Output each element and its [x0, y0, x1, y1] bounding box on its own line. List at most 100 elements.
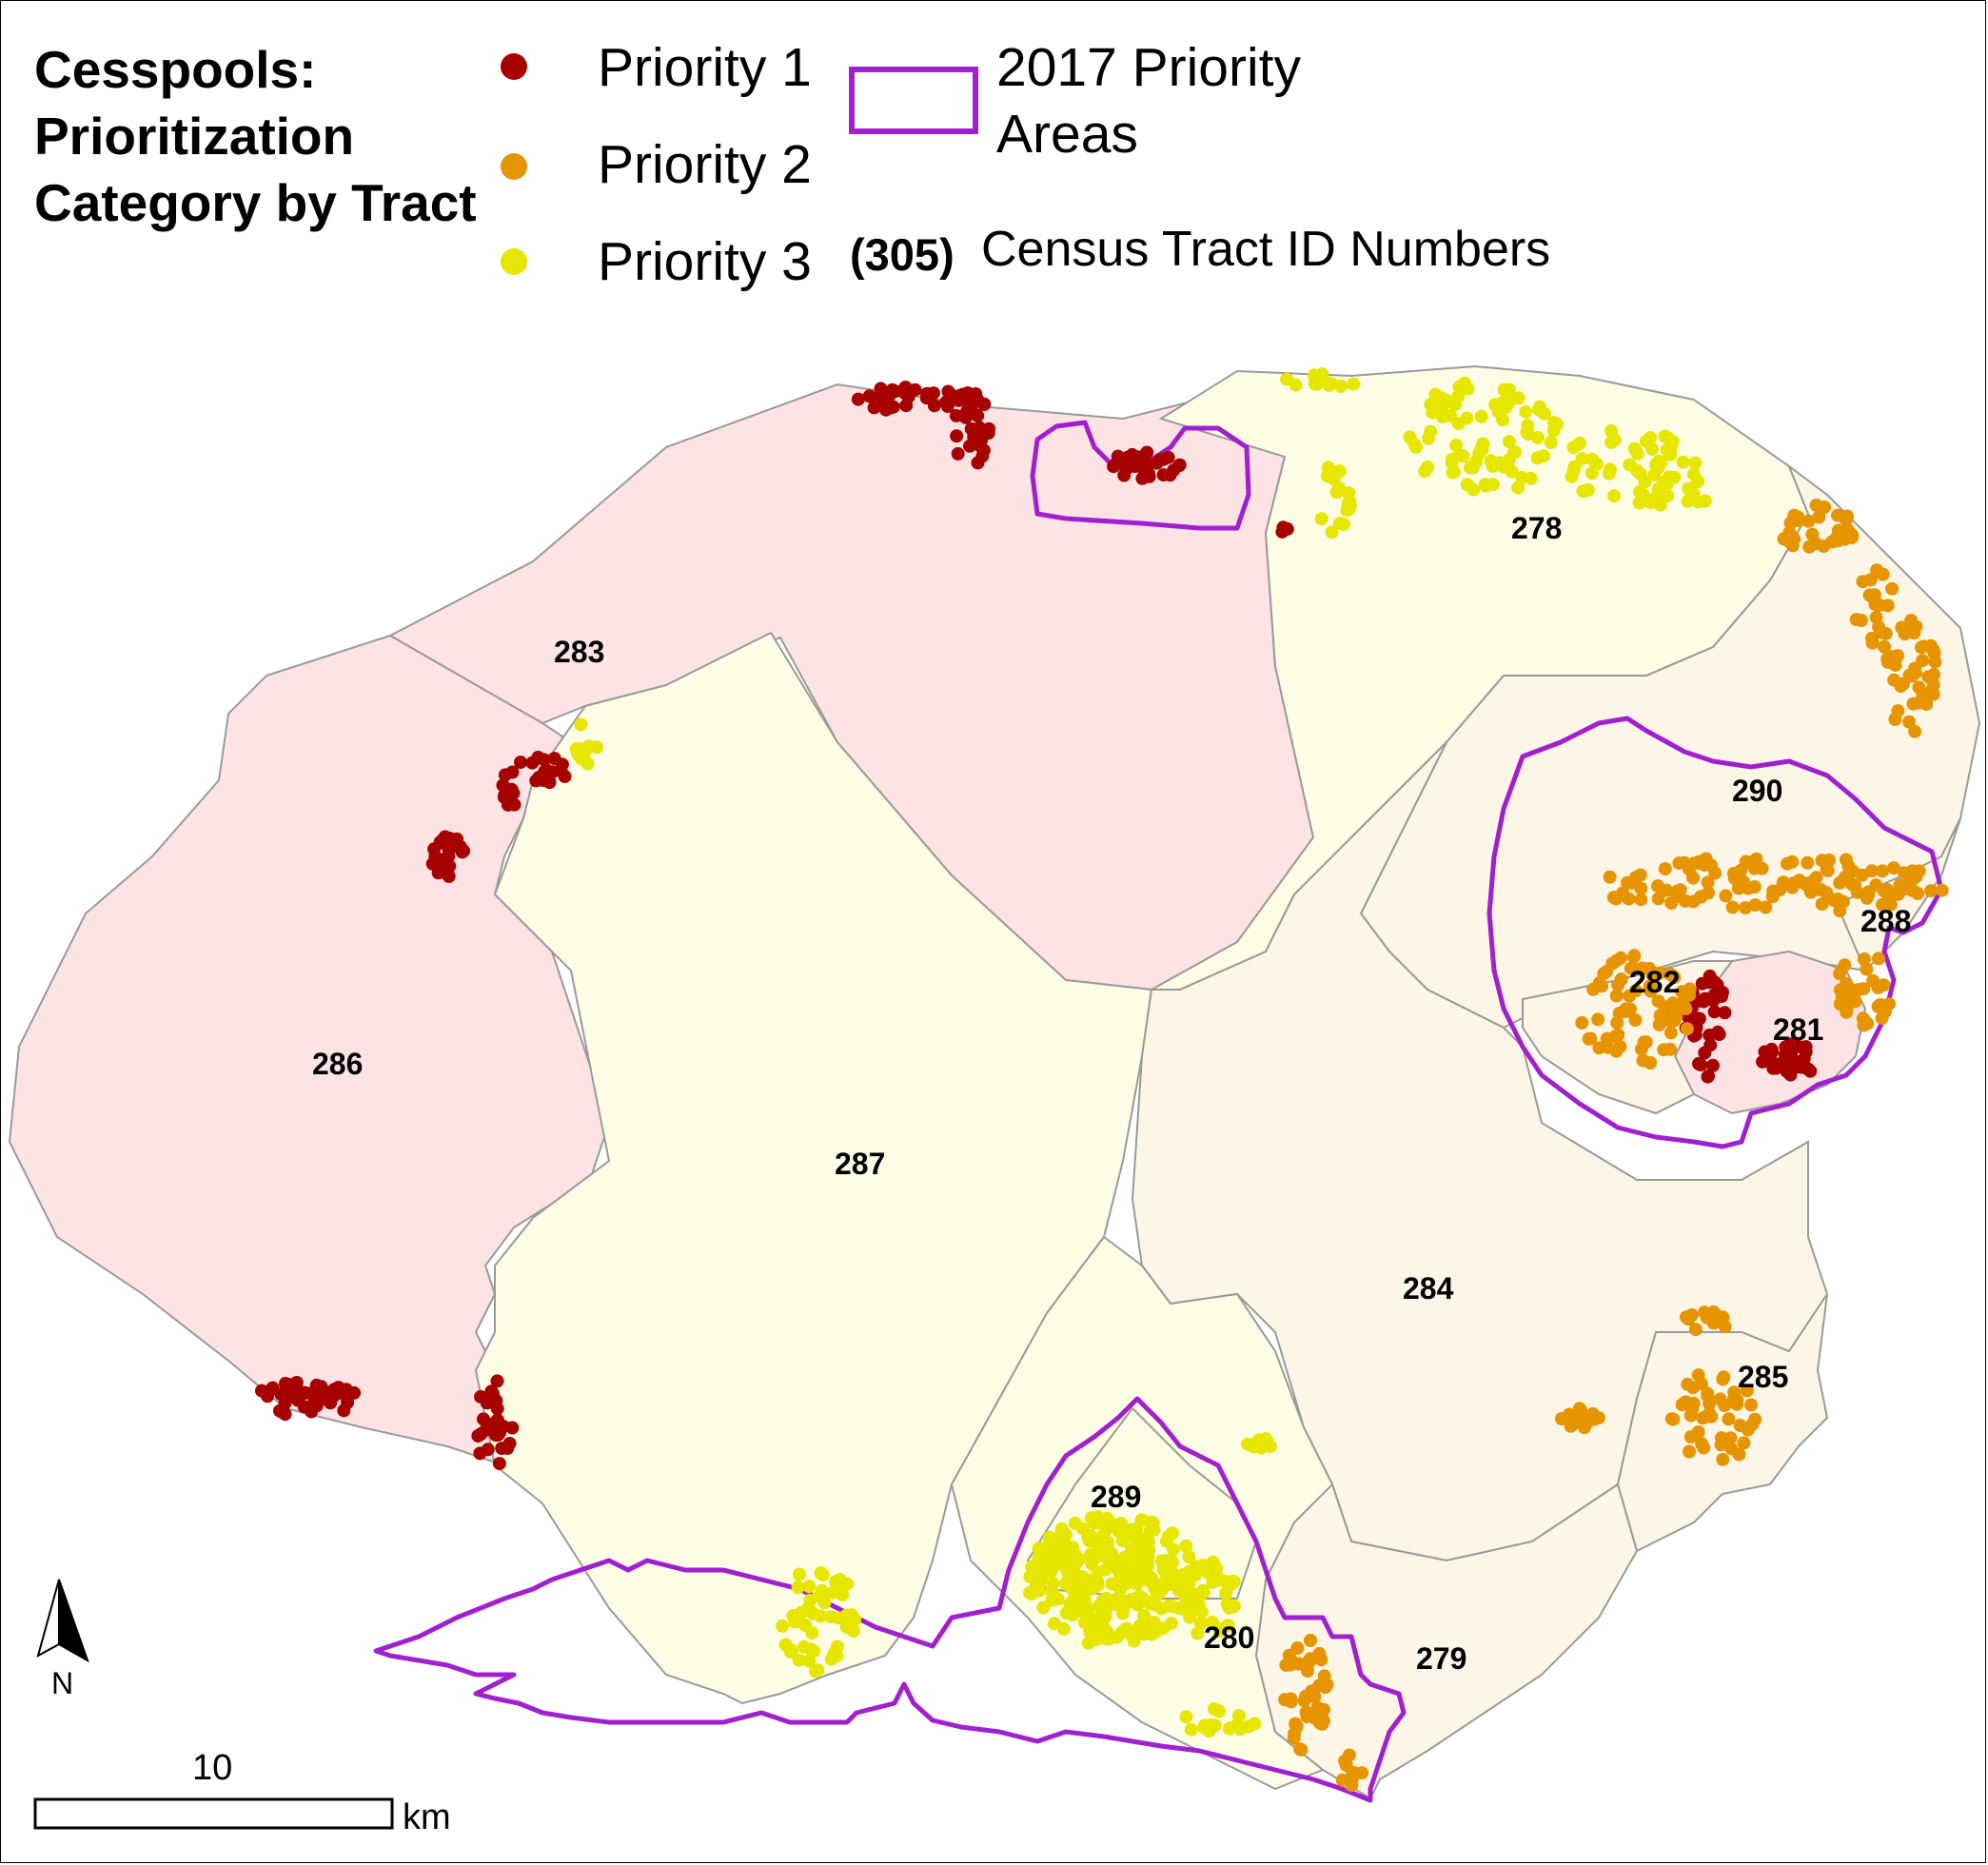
cesspool-point-priority2 [1575, 1015, 1589, 1030]
cesspool-point-priority3 [581, 756, 595, 771]
cesspool-point-priority2 [1845, 983, 1860, 997]
cesspool-point-priority2 [1634, 893, 1648, 907]
cesspool-point-priority2 [1878, 639, 1892, 654]
cesspool-point-priority1 [1707, 975, 1722, 989]
cesspool-point-priority2 [1676, 995, 1690, 1009]
cesspool-point-priority3 [574, 717, 588, 732]
cesspool-point-priority3 [1466, 482, 1481, 497]
cesspool-point-priority2 [1755, 861, 1769, 875]
cesspool-point-priority3 [590, 740, 604, 755]
cesspool-point-priority3 [805, 1626, 819, 1640]
tract-287-area[interactable] [474, 631, 1153, 1705]
north-arrow-icon [36, 1579, 89, 1663]
cesspool-point-priority2 [1891, 887, 1905, 901]
cesspool-point-priority1 [505, 765, 520, 779]
cesspool-point-priority3 [1164, 1565, 1178, 1580]
cesspool-point-priority3 [1544, 436, 1558, 449]
cesspool-point-priority2 [1586, 982, 1601, 996]
cesspool-point-priority3 [1179, 1539, 1193, 1553]
cesspool-point-priority3 [791, 1580, 805, 1595]
cesspool-point-priority2 [1885, 581, 1899, 596]
cesspool-point-priority3 [1100, 1624, 1114, 1639]
cesspool-point-priority3 [802, 1654, 816, 1668]
cesspool-point-priority2 [1294, 1742, 1309, 1757]
cesspool-point-priority1 [977, 397, 992, 411]
cesspool-point-priority1 [1706, 1058, 1720, 1072]
cesspool-point-priority1 [1780, 1050, 1794, 1065]
cesspool-point-priority1 [514, 756, 527, 770]
cesspool-point-priority2 [1288, 1727, 1302, 1741]
cesspool-point-priority3 [1036, 1600, 1051, 1615]
cesspool-point-priority1 [437, 832, 450, 846]
cesspool-point-priority1 [1716, 985, 1729, 999]
tract-label: 287 [835, 1147, 885, 1181]
cesspool-point-priority3 [1109, 1520, 1123, 1534]
cesspool-point-priority3 [1644, 496, 1658, 510]
cesspool-point-priority1 [1142, 466, 1156, 481]
cesspool-point-priority2 [1714, 1438, 1728, 1452]
priority-area-south[interactable] [373, 1396, 1407, 1803]
cesspool-point-priority3 [1698, 494, 1712, 508]
cesspool-point-priority3 [1100, 1511, 1114, 1525]
cesspool-point-priority2 [1818, 501, 1832, 514]
cesspool-point-priority3 [1536, 449, 1550, 463]
cesspool-point-priority1 [1120, 450, 1134, 464]
tract-label: 289 [1091, 1480, 1141, 1514]
cesspool-point-priority1 [431, 866, 445, 880]
cesspool-point-priority3 [1167, 1542, 1180, 1557]
cesspool-point-priority1 [554, 763, 568, 777]
cesspool-point-priority3 [1136, 1591, 1150, 1605]
cesspool-point-priority2 [1887, 861, 1900, 875]
cesspool-point-priority3 [1051, 1592, 1065, 1606]
cesspool-point-priority1 [1780, 1040, 1794, 1054]
priority-area-north[interactable] [1030, 420, 1251, 531]
cesspool-point-priority3 [1191, 1626, 1205, 1640]
cesspool-point-priority2 [1797, 876, 1811, 891]
cesspool-point-priority3 [1248, 1717, 1262, 1731]
cesspool-point-priority1 [265, 1383, 279, 1397]
cesspool-point-priority3 [1096, 1593, 1111, 1607]
cesspool-point-priority1 [1783, 1068, 1798, 1082]
cesspool-point-priority3 [1058, 1527, 1073, 1541]
tract-284-area[interactable] [1131, 741, 1829, 1562]
cesspool-point-priority1 [490, 1374, 504, 1388]
cesspool-point-priority3 [816, 1568, 830, 1581]
cesspool-point-priority2 [1835, 894, 1849, 909]
cesspool-point-priority2 [1278, 1693, 1292, 1707]
cesspool-point-priority3 [1491, 404, 1506, 419]
cesspool-point-priority1 [950, 429, 964, 443]
cesspool-point-priority1 [960, 404, 974, 418]
cesspool-point-priority3 [812, 1589, 826, 1603]
cesspool-point-priority3 [1132, 1538, 1146, 1552]
cesspool-point-priority1 [919, 391, 934, 405]
cesspool-point-priority3 [1538, 406, 1551, 421]
cesspool-point-priority2 [1636, 1053, 1650, 1068]
cesspool-point-priority3 [1206, 1555, 1220, 1569]
cesspool-point-priority2 [1716, 1372, 1730, 1386]
cesspool-point-priority2 [1682, 1312, 1696, 1326]
cesspool-point-priority2 [1624, 875, 1639, 890]
cesspool-point-priority2 [1888, 713, 1902, 726]
cesspool-point-priority1 [1695, 976, 1709, 991]
cesspool-point-priority3 [1521, 419, 1535, 433]
cesspool-point-priority2 [1812, 882, 1825, 896]
cesspool-point-priority3 [1686, 467, 1701, 481]
cesspool-point-priority3 [1325, 525, 1339, 540]
cesspool-point-priority2 [1871, 981, 1885, 994]
cesspool-point-priority1 [1135, 457, 1149, 471]
cesspool-point-priority3 [1182, 1550, 1196, 1564]
cesspool-point-priority1 [310, 1390, 325, 1404]
cesspool-point-priority2 [1666, 1412, 1681, 1426]
cesspool-point-priority2 [1719, 889, 1733, 903]
cesspool-point-priority3 [1202, 1724, 1216, 1738]
cesspool-point-priority2 [1718, 1320, 1732, 1334]
cesspool-point-priority3 [1546, 423, 1561, 438]
cesspool-point-priority1 [1703, 1028, 1717, 1042]
cesspool-point-priority3 [1502, 435, 1516, 449]
cesspool-point-priority3 [1183, 1610, 1197, 1624]
cesspool-point-priority2 [1680, 1022, 1694, 1036]
cesspool-point-priority1 [536, 774, 550, 788]
cesspool-point-priority2 [1669, 1010, 1683, 1024]
cesspool-point-priority3 [786, 1608, 800, 1622]
